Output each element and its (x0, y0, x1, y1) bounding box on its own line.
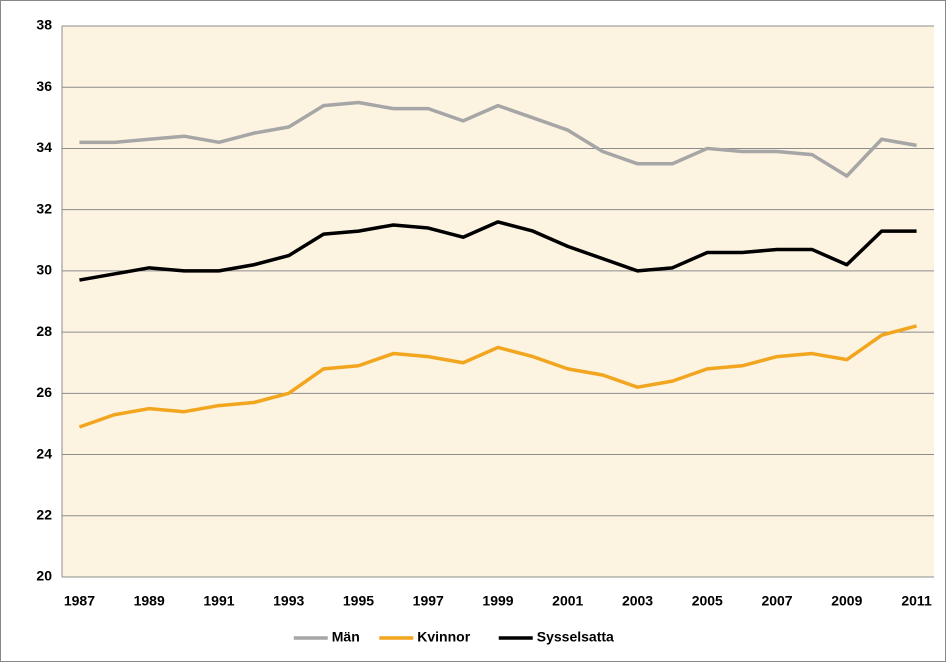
legend-label: Män (332, 629, 360, 645)
y-tick-label: 34 (36, 139, 52, 155)
x-tick-label: 1999 (482, 593, 513, 609)
x-tick-label: 2011 (901, 593, 932, 609)
y-tick-label: 30 (36, 262, 52, 278)
y-tick-label: 36 (36, 78, 52, 94)
data-line (79, 220, 917, 282)
x-tick-label: 1997 (413, 593, 444, 609)
y-tick-label: 26 (36, 384, 52, 400)
plot-area (62, 26, 934, 577)
y-tick-label: 28 (36, 323, 52, 339)
legend-label: Kvinnor (417, 629, 470, 645)
data-line (79, 100, 917, 178)
x-tick-label: 2003 (622, 593, 653, 609)
y-tick-label: 22 (36, 506, 52, 522)
data-line (78, 324, 918, 429)
x-tick-label: 2009 (831, 593, 862, 609)
y-tick-label: 24 (36, 445, 52, 461)
y-tick-label: 32 (36, 200, 52, 216)
x-tick-label: 1989 (134, 593, 165, 609)
x-tick-label: 1991 (203, 593, 234, 609)
x-tick-label: 2007 (761, 593, 792, 609)
x-tick-label: 2001 (552, 593, 583, 609)
x-tick-label: 1987 (64, 593, 95, 609)
y-tick-label: 20 (36, 568, 52, 584)
x-tick-label: 1995 (343, 593, 374, 609)
legend-label: Sysselsatta (537, 629, 614, 645)
x-tick-label: 2005 (692, 593, 723, 609)
x-tick-label: 1993 (273, 593, 304, 609)
y-tick-label: 38 (36, 17, 52, 33)
